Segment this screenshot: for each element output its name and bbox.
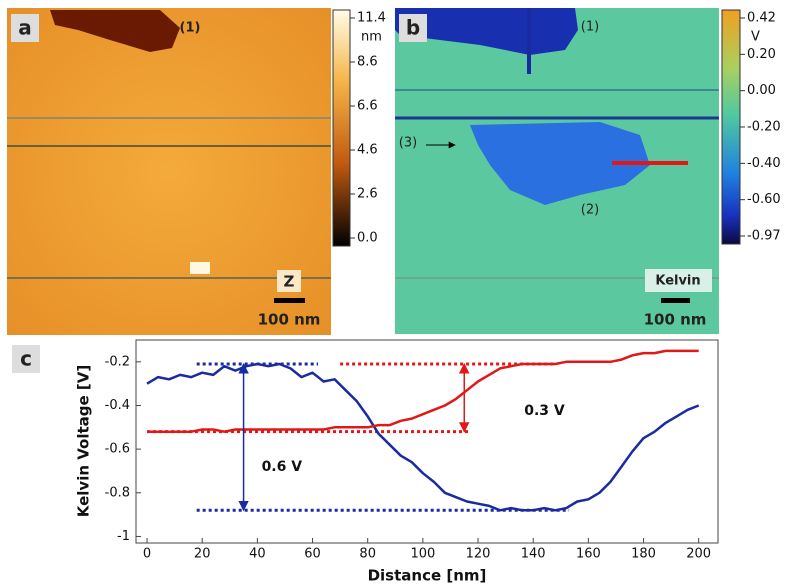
x-tick-label: 40 — [249, 547, 266, 562]
colorbar-tick-label: 6.6 — [357, 99, 378, 114]
scale-bar — [661, 298, 690, 303]
x-tick-label: 20 — [194, 547, 211, 562]
colorbar-tick-label: 0.00 — [747, 83, 776, 98]
channel-box — [277, 270, 301, 292]
channel-label: Z — [284, 273, 295, 291]
colorbar-tick-label: -0.60 — [747, 192, 781, 207]
colorbar-tick-label: 0.20 — [747, 47, 776, 62]
x-tick-label: 100 — [410, 547, 435, 562]
x-tick-label: 180 — [631, 547, 656, 562]
bright-spot — [190, 262, 210, 274]
panel-label-box — [12, 345, 40, 373]
scale-bar — [274, 298, 305, 303]
colorbar-ticks: 11.4 8.6 6.6 4.6 2.6 0.0 nm — [350, 11, 386, 246]
colorbar-tick-label: -0.40 — [747, 156, 781, 171]
colorbar-ticks: 0.42 0.20 0.00 -0.20 -0.40 -0.60 -0.97 V — [740, 11, 781, 244]
colorbar-tick-label: 0.42 — [747, 11, 776, 26]
x-axis-title: Distance [nm] — [368, 567, 487, 585]
marker-label: (1) — [180, 21, 201, 36]
panel-b: b (1) (2) (3) Kelvin 100 nm 0.42 0.20 0.00… — [395, 8, 781, 334]
series-line — [146, 362, 700, 512]
colorbar — [332, 9, 351, 247]
marker-label: (2) — [581, 203, 599, 218]
x-tick-label: 0 — [143, 547, 151, 562]
x-tick-label: 160 — [576, 547, 601, 562]
difference-label: 0.6 V — [262, 459, 303, 475]
colorbar-tick-label: 8.6 — [357, 55, 378, 70]
plot-frame — [135, 339, 719, 544]
panel-a: a (1) Z 100 nm 11.4 8.6 6.6 4.6 2.6 0.0 nm — [7, 8, 386, 335]
panel-label-box — [399, 14, 427, 42]
y-tick-label: -0.2 — [105, 354, 130, 369]
x-tick-label: 120 — [466, 547, 491, 562]
x-tick-label: 200 — [686, 547, 711, 562]
series-line — [147, 349, 699, 433]
channel-box — [645, 269, 712, 292]
plot-area: 0 20 40 60 80 100 120 140 160 180 200 -1 -0.8 -0.6 -0.… — [105, 349, 711, 562]
y-tick-label: -0.8 — [105, 485, 130, 500]
scale-bar-label: 100 nm — [644, 311, 707, 329]
colorbar-tick-label: 4.6 — [357, 143, 378, 158]
marker-label: (3) — [399, 136, 417, 151]
colorbar-tick-label: -0.97 — [747, 229, 781, 244]
colorbar — [721, 9, 741, 245]
panel-label: c — [20, 347, 32, 371]
marker-label: (1) — [581, 20, 599, 35]
y-axis-title: Kelvin Voltage [V] — [75, 365, 93, 517]
x-tick-label: 140 — [521, 547, 546, 562]
colorbar-tick-label: -0.20 — [747, 120, 781, 135]
colorbar-tick-label: 0.0 — [357, 231, 378, 246]
scale-bar-label: 100 nm — [258, 311, 321, 329]
colorbar-unit: nm — [361, 30, 382, 45]
panel-label: b — [406, 16, 420, 40]
x-tick-label: 80 — [359, 547, 376, 562]
dark-feature — [395, 8, 578, 55]
panel-label: a — [18, 16, 32, 40]
colorbar-tick-label: 11.4 — [357, 11, 386, 26]
blue-feature — [470, 122, 650, 205]
difference-label: 0.3 V — [524, 403, 565, 419]
panel-label-box — [11, 14, 39, 42]
y-tick-label: -0.4 — [105, 398, 130, 413]
y-tick-label: -0.6 — [105, 442, 130, 457]
y-tick-label: -1 — [117, 529, 130, 544]
x-tick-label: 60 — [304, 547, 321, 562]
colorbar-unit: V — [751, 30, 760, 45]
colorbar-tick-label: 2.6 — [357, 187, 378, 202]
channel-label: Kelvin — [655, 274, 700, 289]
dark-feature — [50, 10, 180, 52]
